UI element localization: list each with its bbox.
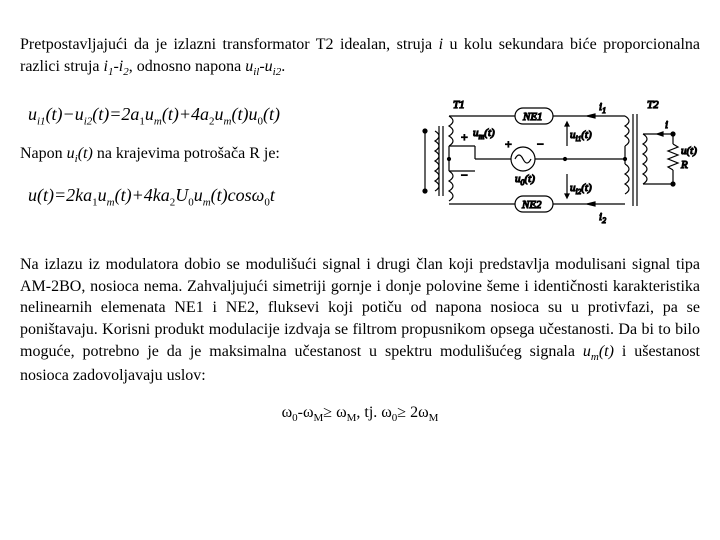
p2-b: u	[67, 145, 75, 162]
p1-a: Pretpostavljajući da je izlazni transfor…	[20, 36, 439, 53]
eq2-e: (t)+4ka	[115, 185, 170, 205]
fig-plus-1: +	[461, 130, 468, 144]
circuit-svg: T1 T2 + − um(t)	[415, 96, 700, 236]
fig-t1: T1	[453, 99, 465, 111]
fig-ne2: NE2	[521, 199, 542, 211]
eq1-c: (t)−	[46, 104, 75, 124]
c-e: ≥ ω	[323, 404, 346, 421]
eq1-j: (t)+4a	[162, 104, 209, 124]
eq2-m: t	[270, 185, 275, 205]
p1-u1: u	[245, 58, 253, 75]
eq1-f: (t)=2a	[92, 104, 139, 124]
p3-b: u	[583, 343, 591, 360]
eq2-c: u	[98, 185, 107, 205]
c-a: ω	[282, 404, 293, 421]
c-f: M	[347, 412, 357, 424]
p3-c: m	[591, 351, 599, 363]
eq2-a: u(t)=2ka	[28, 185, 92, 205]
equation-2: u(t)=2ka1um(t)+4ka2U0um(t)cosω0t	[28, 183, 405, 210]
c-i: ≥ 2ω	[397, 404, 428, 421]
fig-ui1: ui1(t)	[570, 129, 592, 143]
eq1-l: u	[215, 104, 224, 124]
eq1-d: u	[75, 104, 84, 124]
fig-i: i	[665, 119, 668, 131]
p1-c: , odnosno napona	[129, 58, 245, 75]
eq1-a: u	[28, 104, 37, 124]
fig-um: um(t)	[473, 127, 495, 141]
paragraph-3: Na izlazu iz modulatora dobio se moduliš…	[20, 254, 700, 386]
fig-R: R	[680, 159, 688, 171]
equation-1: ui1(t)−ui2(t)=2a1um(t)+4a2um(t)u0(t)	[28, 102, 405, 129]
c-c: -ω	[298, 404, 314, 421]
p2-d: (t)	[78, 145, 93, 162]
fig-u0: u0(t)	[515, 173, 535, 187]
p2-a: Napon	[20, 145, 67, 162]
fig-plus-2: +	[505, 137, 512, 151]
eq1-q: (t)	[263, 104, 280, 124]
fig-ne1: NE1	[522, 111, 543, 123]
eq1-b: i1	[37, 115, 46, 127]
eq1-h: u	[145, 104, 154, 124]
eq2-g: U	[175, 185, 188, 205]
p1-u2s: i2	[273, 66, 282, 78]
fig-i1: i1	[599, 101, 606, 115]
fig-t2: T2	[647, 99, 659, 111]
paragraph-1: Pretpostavljajući da je izlazni transfor…	[20, 34, 700, 80]
p2-e: na krajevima potrošača R je:	[93, 145, 280, 162]
eq1-i: m	[154, 115, 162, 127]
circuit-figure: T1 T2 + − um(t)	[415, 96, 700, 243]
paragraph-2: Napon ui(t) na krajevima potrošača R je:	[20, 143, 405, 167]
c-g: , tj. ω	[356, 404, 391, 421]
fig-ut: u(t)	[681, 145, 697, 157]
c-j: M	[429, 412, 439, 424]
condition-line: ω0-ωM≥ ωM, tj. ω0≥ 2ωM	[20, 402, 700, 426]
eq2-k: (t)cosω	[211, 185, 265, 205]
fig-minus-2: −	[537, 137, 544, 151]
eq2-j: m	[203, 197, 211, 209]
eq2-d: m	[107, 197, 115, 209]
fig-ui2: ui2(t)	[570, 182, 592, 196]
eq1-e: i2	[84, 115, 93, 127]
fig-i2: i2	[599, 211, 606, 225]
p3-d: (t)	[599, 343, 614, 360]
eq1-n: (t)	[231, 104, 248, 124]
c-d: M	[314, 412, 324, 424]
fig-minus-1: −	[461, 168, 468, 182]
p1-u2: u	[265, 58, 273, 75]
eq2-i: u	[194, 185, 203, 205]
p1-e: .	[281, 58, 285, 75]
